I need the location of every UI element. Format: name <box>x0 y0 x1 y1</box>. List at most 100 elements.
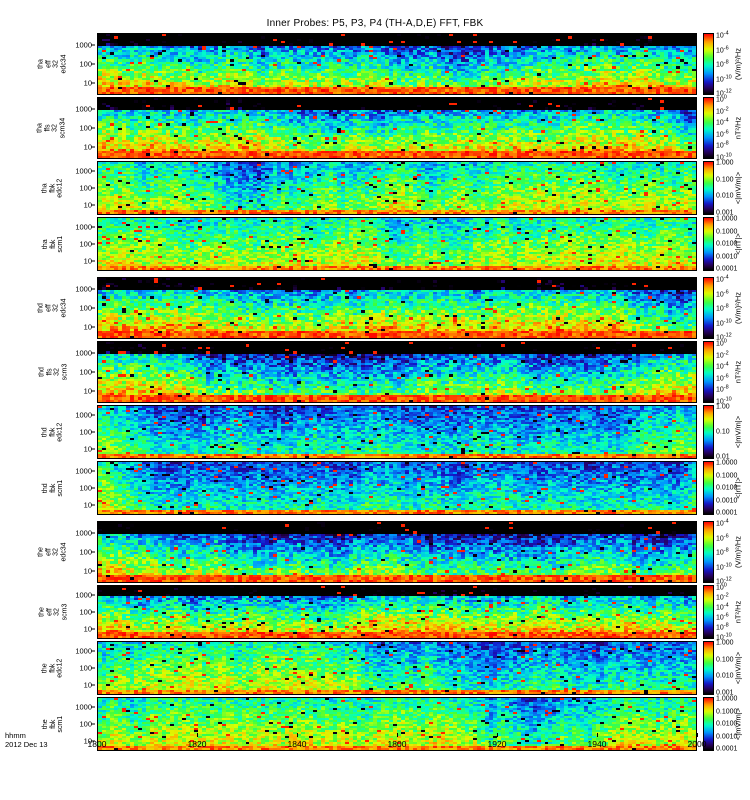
colorbar-thd-fbk-scm1 <box>703 461 714 515</box>
colorbar-tick-label: 10-8 <box>716 385 729 394</box>
x-axis: 1800 1820 1840 1800 1920 1940 2000 <box>97 733 697 761</box>
colorbar-unit-label: nT²/Hz <box>734 601 743 624</box>
y-axis-ticks: 1000 100 10 <box>62 585 95 639</box>
page-title: Inner Probes: P5, P3, P4 (TH-A,D,E) FFT,… <box>0 18 750 29</box>
x-tick-label: 1820 <box>188 739 207 749</box>
y-tick-mark <box>91 707 95 708</box>
spectrogram-image <box>98 34 696 94</box>
x-tick-label: 1800 <box>88 739 107 749</box>
plot-area-the-fbk-edc12 <box>97 641 697 695</box>
colorbar-tick-label: 10-10 <box>716 318 732 327</box>
colorbar-gradient <box>704 462 713 514</box>
colorbar-tha-efs-fft-edc34 <box>703 33 714 95</box>
panel-label-line: eff <box>45 54 53 73</box>
plot-area-tha-fbk-scm1 <box>97 217 697 271</box>
y-tick-label: 1000 <box>75 528 92 537</box>
y-tick-label: 1000 <box>75 104 92 113</box>
x-tick-mark <box>497 733 498 737</box>
panel-label-line: fbk <box>49 178 57 197</box>
colorbar-tick-label: 10-4 <box>716 518 729 527</box>
x-tick-mark <box>597 733 598 737</box>
panel-label-thd-fbk-scm1: thd fbk scm1 <box>0 461 62 515</box>
y-tick-label: 1000 <box>75 167 92 176</box>
colorbar-gradient <box>704 98 713 158</box>
y-tick-label: 1000 <box>75 703 92 712</box>
panel-label-the-efs-fft-edc34: the eff 32 edc34 <box>0 521 62 583</box>
colorbar-tha-scf-fft-scm34 <box>703 97 714 159</box>
y-tick-label: 1000 <box>75 411 92 420</box>
spectrogram-image <box>98 162 696 214</box>
y-tick-mark <box>91 371 95 372</box>
colorbar-tick-label: 1.0000 <box>716 216 737 223</box>
colorbar-tick-label: 0.0001 <box>716 510 737 517</box>
y-axis-ticks: 1000 100 10 <box>62 97 95 159</box>
colorbar-thd-scf-fft-scm3 <box>703 341 714 403</box>
colorbar-the-efs-fft-edc34 <box>703 521 714 583</box>
colorbar-tick-label: 10-2 <box>716 592 729 601</box>
panel-label-line: 32 <box>52 542 60 561</box>
panel-tha-fbk-edc12: tha fbk edc12 1000 100 10 1.000 0.100 0.010 0.001… <box>0 161 750 215</box>
colorbar-tick-label: 10-8 <box>716 622 729 631</box>
colorbar-tick-label: 10-6 <box>716 45 729 54</box>
y-tick-mark <box>91 431 95 432</box>
colorbar-unit-label: (V/m)²/Hz <box>734 48 743 80</box>
colorbar-unit-label: (V/m)²/Hz <box>734 292 743 324</box>
x-tick-mark <box>297 733 298 737</box>
y-tick-mark <box>91 532 95 533</box>
panel-tha-efs-fft-edc34: tha eff 32 edc34 1000 100 10 10-4 10-6 10-8 10-10 1… <box>0 33 750 95</box>
y-tick-label: 1000 <box>75 348 92 357</box>
y-tick-mark <box>91 667 95 668</box>
y-axis-ticks: 1000 100 10 <box>62 641 95 695</box>
colorbar-tick-label: 10-4 <box>716 118 729 127</box>
colorbar-tick-label: 100 <box>716 94 727 103</box>
colorbar-thd-fbk-edc12 <box>703 405 714 459</box>
colorbar-tick-label: 1.0000 <box>716 460 737 467</box>
spectrogram-image <box>98 406 696 458</box>
colorbar-tick-label: 100 <box>716 582 727 591</box>
colorbar-tick-label: 10-10 <box>716 562 732 571</box>
colorbar-tick-label: 0.010 <box>716 193 734 200</box>
y-tick-mark <box>91 628 95 629</box>
y-tick-mark <box>91 243 95 244</box>
panel-label-line: fbk <box>49 658 57 677</box>
colorbar-tick-label: 10-8 <box>716 547 729 556</box>
colorbar-tick-label: 1.0000 <box>716 696 737 703</box>
panel-label-line: thd <box>41 422 49 441</box>
colorbar-tick-label: 10-6 <box>716 129 729 138</box>
y-tick-mark <box>91 82 95 83</box>
y-tick-mark <box>91 108 95 109</box>
y-tick-mark <box>91 288 95 289</box>
plot-area-thd-efs-fft-edc34 <box>97 277 697 339</box>
y-axis-ticks: 1000 100 10 <box>62 33 95 95</box>
spectrogram-image <box>98 586 696 638</box>
colorbar-tha-fbk-edc12 <box>703 161 714 215</box>
spectrogram-image <box>98 98 696 158</box>
y-tick-mark <box>91 595 95 596</box>
panel-label-tha-fbk-scm1: tha fbk scm1 <box>0 217 62 271</box>
panel-label-tha-efs-fft-edc34: tha eff 32 edc34 <box>0 33 62 95</box>
colorbar-tick-label: 10-2 <box>716 350 729 359</box>
spectrogram-image <box>98 462 696 514</box>
colorbar-tick-label: 0.10 <box>716 429 730 436</box>
colorbar-tick-label: 10-4 <box>716 30 729 39</box>
panel-label-line: tha <box>41 178 49 197</box>
colorbar-tick-label: 10-6 <box>716 533 729 542</box>
colorbar-gradient <box>704 218 713 270</box>
x-tick-label: 1920 <box>488 739 507 749</box>
panel-label-line: eff <box>45 298 53 317</box>
spectrogram-image <box>98 642 696 694</box>
colorbar-unit-label: <|mV/m|> <box>734 172 743 204</box>
panel-label-thd-scf-fft-scm3: thd ffs 32 scm3 <box>0 341 62 403</box>
y-tick-mark <box>91 127 95 128</box>
colorbar-unit-label: <|mV/m|> <box>734 416 743 448</box>
plot-area-the-scf-fft-scm3 <box>97 585 697 639</box>
plot-area-tha-efs-fft-edc34 <box>97 33 697 95</box>
plot-area-thd-scf-fft-scm3 <box>97 341 697 403</box>
panel-the-fbk-edc12: the fbk edc12 1000 100 10 1.000 0.100 0.010 0.001… <box>0 641 750 695</box>
colorbar-tick-label: 0.010 <box>716 673 734 680</box>
colorbar-tick-label: 10-6 <box>716 373 729 382</box>
y-tick-mark <box>91 307 95 308</box>
colorbar-unit-label: (V/m)²/Hz <box>734 536 743 568</box>
panel-thd-fbk-scm1: thd fbk scm1 1000 100 10 1.0000 0.1000 0.0100 0.0… <box>0 461 750 515</box>
